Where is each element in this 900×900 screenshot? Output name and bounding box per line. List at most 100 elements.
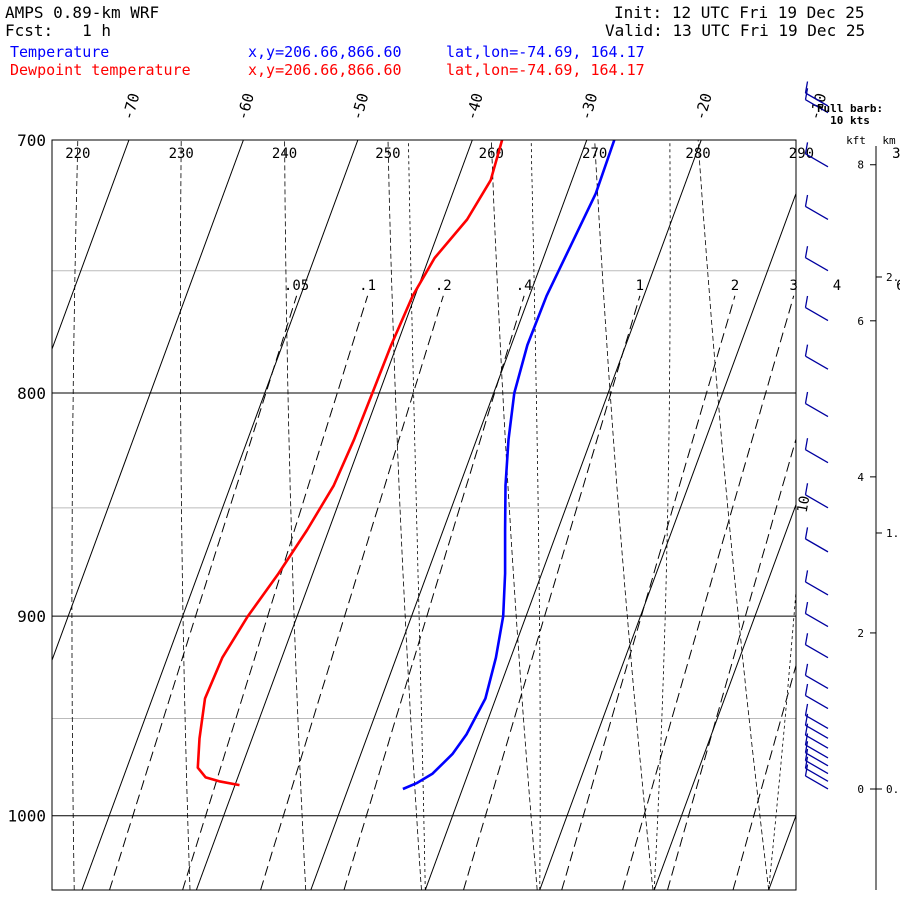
- barb-flag: [804, 527, 809, 539]
- barb-staff: [805, 205, 829, 221]
- mixing-ratio-label: 3: [790, 278, 798, 294]
- isotherm-label: -60: [233, 91, 258, 122]
- wind-barb: [804, 756, 829, 782]
- barb-flag: [804, 81, 809, 94]
- dry-adiabat-label: 230: [169, 146, 194, 162]
- barb-flag: [804, 723, 809, 736]
- barb-staff: [805, 402, 829, 418]
- isotherm-line: [81, 140, 359, 890]
- wind-barb: [804, 483, 829, 509]
- wind-barb: [804, 663, 829, 689]
- km-tick-label: 0.: [886, 783, 899, 796]
- isotherm-label: -20: [691, 91, 716, 122]
- pressure-tick-label: 700: [17, 131, 46, 150]
- barb-staff: [805, 644, 829, 659]
- isotherm-label: -70: [119, 91, 144, 122]
- fcst-label: Fcst:: [5, 21, 54, 40]
- pressure-tick-label: 1000: [7, 807, 46, 826]
- model-title: AMPS 0.89-km WRF: [5, 3, 160, 22]
- pressure-tick-label: 800: [17, 384, 46, 403]
- valid-label: Valid:: [605, 21, 663, 40]
- mixing-ratio-label: .05: [284, 278, 309, 294]
- wind-barb: [804, 733, 829, 759]
- mixing-ratio-line: [667, 437, 796, 890]
- legend-dewpoint-latlon: lat,lon=-74.69, 164.17: [446, 61, 645, 79]
- dry-adiabat-label: 220: [65, 146, 90, 162]
- valid-value: 13 UTC Fri 19 Dec 25: [672, 21, 866, 40]
- wind-barb: [804, 683, 829, 710]
- moist-adiabat-label: 10: [795, 495, 814, 514]
- barb-staff: [805, 694, 829, 710]
- km-axis-title: km: [882, 134, 896, 147]
- mixing-ratio-label: 4: [833, 278, 841, 294]
- mixing-ratio-line: [260, 295, 444, 890]
- isobar-lines: [52, 139, 796, 817]
- km-tick-label: 1.: [886, 527, 899, 540]
- barb-staff: [805, 734, 829, 749]
- mixing-ratio-label: .2: [435, 278, 452, 294]
- barb-flag: [804, 683, 809, 696]
- barb-flag: [804, 142, 809, 154]
- forecast-label: Fcst: 1 h: [5, 22, 111, 40]
- chart-labels: 7008009001000-70-60-50-40-30-20-10022023…: [7, 91, 900, 826]
- barb-flag: [804, 741, 809, 753]
- barb-flag: [804, 246, 809, 258]
- kft-tick-label: 6: [857, 315, 864, 328]
- barb-flag: [804, 713, 809, 726]
- isotherm-line: [883, 140, 900, 890]
- dry-adiabat-label: 240: [272, 146, 297, 162]
- dry-adiabat-label: 300: [892, 146, 900, 162]
- barb-flag: [804, 438, 809, 450]
- kft-axis-title: kft: [846, 134, 866, 147]
- barb-flag: [804, 194, 809, 207]
- wind-barb: [804, 703, 829, 730]
- barb-staff: [805, 92, 829, 107]
- barb-staff: [805, 775, 829, 790]
- init-label: Init:: [614, 3, 663, 22]
- series-line-dewpoint-temperature: [196, 140, 504, 787]
- barb-staff: [805, 714, 829, 730]
- wind-barb: [804, 194, 829, 221]
- dry-adiabat-line: [490, 140, 538, 890]
- moist-adiabat-line: [408, 140, 426, 890]
- dry-adiabat-label: 280: [685, 146, 710, 162]
- isotherm-line: [653, 503, 796, 890]
- wind-barb: [804, 344, 829, 370]
- legend-dewpoint-name: Dewpoint temperature: [10, 61, 191, 79]
- moist-adiabat-line: [653, 140, 671, 890]
- mixing-ratio-line: [561, 295, 736, 890]
- mixing-ratio-label: 6: [896, 278, 900, 294]
- barb-staff: [805, 581, 829, 596]
- barb-staff: [805, 674, 829, 689]
- wind-barb-legend: [804, 81, 829, 107]
- isotherm-line: [424, 140, 702, 890]
- barb-staff: [805, 494, 829, 509]
- moist-adiabat-line: [530, 140, 541, 890]
- barb-staff: [805, 724, 829, 739]
- barb-staff: [805, 99, 829, 114]
- isotherm-line: [195, 140, 473, 890]
- mixing-ratio-label: .1: [359, 278, 376, 294]
- isotherm-line: [768, 814, 796, 890]
- isotherm-label: -50: [348, 91, 373, 122]
- km-tick-label: 2.: [886, 271, 899, 284]
- dry-adiabat-line: [71, 140, 79, 890]
- mixing-ratio-label: .4: [516, 278, 533, 294]
- dry-adiabat-label: 290: [789, 146, 814, 162]
- barb-flag: [804, 570, 809, 583]
- barb-flag: [804, 633, 809, 645]
- barb-flag: [804, 391, 809, 404]
- dry-adiabat-line: [284, 140, 307, 890]
- moist-adiabat-line: [883, 140, 900, 890]
- isotherm-line: [539, 192, 796, 890]
- kft-tick-label: 2: [857, 627, 864, 640]
- valid-time: Valid: 13 UTC Fri 19 Dec 25: [605, 22, 865, 40]
- series-line-temperature: [402, 140, 616, 791]
- mixing-ratio-line: [182, 295, 369, 890]
- dry-adiabat-line: [180, 140, 191, 890]
- barb-staff: [805, 306, 829, 322]
- init-time: Init: 12 UTC Fri 19 Dec 25: [614, 4, 864, 22]
- wind-barb: [804, 741, 829, 767]
- dry-adiabat-line: [387, 140, 422, 890]
- wind-barb: [804, 438, 829, 464]
